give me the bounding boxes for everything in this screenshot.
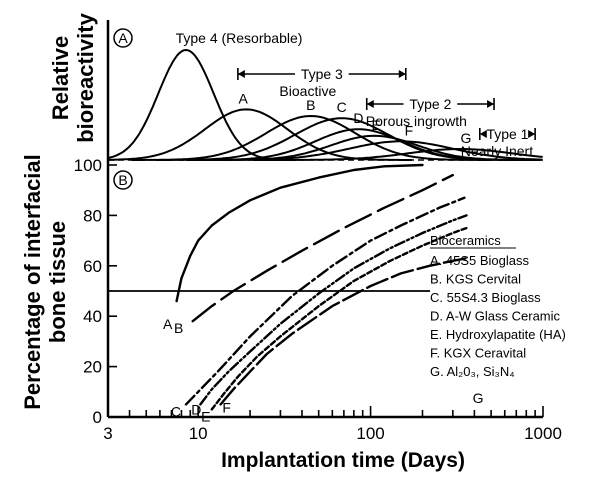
type-range-subtitle: Nearly Inert bbox=[461, 143, 533, 159]
series-label: D bbox=[191, 401, 201, 417]
legend: Bioceramics A. 45S5 Bioglass B. KGS Cervit… bbox=[430, 233, 566, 379]
series-label: F bbox=[222, 399, 231, 415]
range-arrow-left bbox=[366, 100, 374, 108]
series-curve-d bbox=[199, 214, 468, 406]
x-tick-label: 10 bbox=[189, 424, 208, 443]
axes: 3 10 100 1000 0 20 40 60 80 100 bbox=[74, 20, 562, 443]
type-range-title: Type 3 bbox=[301, 66, 343, 82]
range-arrow-right bbox=[398, 70, 406, 78]
panel-a-letter: A bbox=[118, 30, 128, 46]
legend-title: Bioceramics bbox=[430, 233, 501, 248]
x-tick-label: 100 bbox=[356, 424, 384, 443]
series-label: B bbox=[174, 320, 183, 336]
range-arrow-right bbox=[528, 130, 536, 138]
y-tick-label: 20 bbox=[83, 358, 102, 377]
series-label: C bbox=[171, 403, 181, 419]
panel-a-ylabel-line1: Relative bbox=[48, 36, 73, 120]
legend-item: E. Hydroxylapatite (HA) bbox=[430, 327, 566, 342]
type-range-title: Type 1 bbox=[486, 126, 528, 142]
peak-label: F bbox=[405, 122, 414, 138]
y-tick-label: 60 bbox=[83, 257, 102, 276]
bioreactivity-peak-type4 bbox=[108, 49, 297, 161]
range-arrow-left bbox=[479, 130, 487, 138]
series-curve-e bbox=[210, 226, 468, 411]
series-label-g: G bbox=[473, 390, 484, 406]
y-tick-label: 100 bbox=[74, 156, 102, 175]
bioreactivity-peak-b bbox=[131, 115, 491, 161]
range-arrow-right bbox=[487, 100, 495, 108]
x-axis-title: Implantation time (Days) bbox=[221, 449, 465, 472]
panel-b-marker: B bbox=[113, 170, 133, 190]
y-tick-label: 80 bbox=[83, 206, 102, 225]
panel-a-ylabel-line2: bioreactivity bbox=[73, 12, 98, 142]
type-range-subtitle: Bioactive bbox=[279, 83, 336, 99]
panel-b-ylabel-line2: bone tissue bbox=[45, 221, 70, 343]
peak-label: D bbox=[353, 110, 363, 126]
panel-a-marker: A bbox=[113, 28, 133, 48]
legend-item: C. 55S4.3 Bioglass bbox=[430, 290, 541, 305]
series-curve-b bbox=[191, 173, 454, 323]
x-tick-label: 3 bbox=[103, 424, 112, 443]
legend-item: G. Al₂0₃, Si₃N₄ bbox=[430, 364, 515, 379]
panel-b-letter: B bbox=[118, 172, 127, 188]
peak-label: G bbox=[461, 130, 472, 146]
legend-item: B. KGS Cervital bbox=[430, 272, 521, 287]
peak-label: B bbox=[306, 97, 315, 113]
series-curve-f bbox=[219, 257, 468, 406]
series-curve-a bbox=[175, 163, 424, 303]
panel-b-series: A B C D EF G bbox=[163, 163, 484, 424]
legend-item: F. KGX Ceravital bbox=[430, 346, 526, 361]
x-tick-label: 1000 bbox=[524, 424, 562, 443]
panel-a-peaks: A B CD E F G bbox=[108, 49, 543, 161]
peak-label: A bbox=[239, 90, 249, 106]
series-label: A bbox=[163, 316, 173, 332]
y-tick-label: 0 bbox=[93, 408, 102, 427]
legend-item: A. 45S5 Bioglass bbox=[430, 253, 530, 268]
y-tick-label: 40 bbox=[83, 307, 102, 326]
type-range-subtitle: Porous ingrowth bbox=[366, 113, 467, 129]
series-label: E bbox=[201, 408, 210, 424]
range-arrow-left bbox=[237, 70, 245, 78]
type-range-title: Type 4 (Resorbable) bbox=[176, 30, 303, 46]
legend-item: D. A-W Glass Ceramic bbox=[430, 309, 561, 324]
panel-b-ylabel-line1: Percentage of interfacial bbox=[20, 154, 45, 410]
peak-label: C bbox=[337, 99, 347, 115]
series-curve-c bbox=[184, 196, 466, 406]
type-range-title: Type 2 bbox=[409, 96, 451, 112]
peak-label: E bbox=[372, 117, 381, 133]
